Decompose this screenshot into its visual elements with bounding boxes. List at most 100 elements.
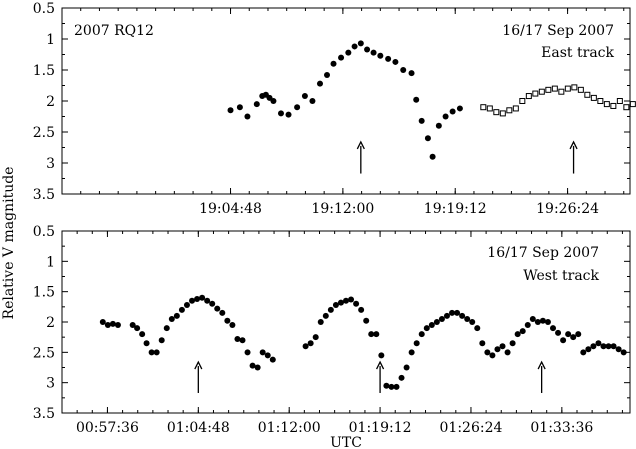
east-data-point <box>338 54 345 61</box>
east-data-point-square <box>603 101 610 108</box>
west-data-point <box>378 352 385 359</box>
west-data-point <box>239 337 246 344</box>
east-data-point <box>266 94 273 101</box>
west-data-point <box>134 325 141 332</box>
east-data-point-square <box>571 84 578 91</box>
west-track-panel: 0.5 1 1.5 2 2.5 3 3.5 00:57:36 01:04:48 01:12:00 0… <box>33 224 631 436</box>
east-data-point <box>253 101 260 108</box>
west-data-point <box>158 337 165 344</box>
east-data-point <box>435 122 442 129</box>
east-maximum-arrow <box>569 140 578 174</box>
east-track-ticks: 0.5 1 1.5 2 2.5 3 3.5 19:04:48 19:12:00 19:19:12 1… <box>33 1 630 217</box>
east-data-point <box>259 93 266 100</box>
west-track-ticks: 0.5 1 1.5 2 2.5 3 3.5 00:57:36 01:04:48 01:12:00 0… <box>33 224 630 436</box>
west-data-point <box>428 322 435 329</box>
east-y-tick-label: 2 <box>46 94 55 110</box>
west-maximum-arrow <box>375 360 385 393</box>
west-data-point <box>529 315 536 322</box>
east-x-tick-label: 19:04:48 <box>199 201 262 217</box>
west-data-point <box>550 325 557 332</box>
west-data-point <box>104 322 111 329</box>
east-data-point <box>285 111 292 118</box>
west-x-tick-label: 01:33:36 <box>530 420 593 436</box>
east-data-point <box>418 117 425 124</box>
west-y-tick-label: 1.5 <box>33 285 55 301</box>
west-data-point <box>363 317 370 324</box>
west-data-point <box>254 364 261 371</box>
west-date-label: 16/17 Sep 2007 <box>487 245 599 261</box>
east-data-point <box>429 153 436 160</box>
west-data-point <box>474 325 481 332</box>
west-data-point <box>615 346 622 353</box>
east-data-point <box>392 58 399 65</box>
west-data-point <box>383 382 390 389</box>
east-data-point <box>385 55 392 62</box>
east-data-point-square <box>512 105 519 112</box>
west-data-point <box>464 315 471 322</box>
east-data-point <box>364 46 371 53</box>
west-data-point <box>343 297 349 304</box>
west-data-point <box>565 331 572 338</box>
east-data-point-square <box>480 104 487 111</box>
east-y-tick-label: 1 <box>46 32 55 48</box>
west-data-point <box>153 349 160 356</box>
east-data-point <box>442 113 449 120</box>
east-y-tick-label: 0.5 <box>33 1 55 17</box>
west-data-point <box>403 364 410 371</box>
east-data-point <box>370 49 377 56</box>
west-data-point <box>317 319 324 325</box>
east-data-point-square <box>577 86 584 93</box>
east-data-point-square <box>610 102 617 109</box>
west-data-point <box>560 337 567 344</box>
west-data-point <box>353 300 360 307</box>
west-data-point <box>570 334 577 341</box>
west-data-point <box>189 297 196 304</box>
east-data-point <box>357 40 364 47</box>
west-data-point <box>423 325 430 332</box>
west-data-point <box>408 349 415 356</box>
west-x-tick-label: 01:26:24 <box>440 420 503 436</box>
west-data-point <box>327 306 334 313</box>
east-data-point-square <box>597 98 604 104</box>
east-data-point-square <box>525 93 532 100</box>
west-data-point <box>504 349 511 356</box>
west-data-point <box>163 325 170 332</box>
west-data-point <box>398 374 405 381</box>
west-data-point <box>539 317 546 324</box>
east-data-point <box>330 60 337 67</box>
east-data-point <box>413 96 420 103</box>
east-data-point-square <box>532 90 539 97</box>
west-data-point <box>358 306 365 313</box>
west-data-point <box>199 294 206 301</box>
object-label: 2007 RQ12 <box>74 23 154 39</box>
east-data-point <box>424 135 431 142</box>
west-y-tick-label: 2.5 <box>33 345 55 361</box>
west-data-point <box>590 343 597 350</box>
west-data-point <box>479 340 486 347</box>
west-data-point <box>322 312 329 319</box>
west-data-point <box>459 312 466 319</box>
east-data-point-square <box>486 105 493 112</box>
west-data-point <box>194 295 201 302</box>
east-data-point-square <box>590 94 597 101</box>
west-data-point <box>494 346 501 353</box>
east-x-tick-label: 19:12:00 <box>311 201 374 217</box>
east-track-arrows <box>356 140 578 174</box>
west-maximum-arrow <box>194 360 203 393</box>
west-data-point <box>229 322 236 329</box>
east-data-point <box>244 113 251 120</box>
east-data-point-square <box>623 104 630 111</box>
west-data-point <box>524 322 531 329</box>
west-data-point <box>307 340 314 347</box>
west-data-point <box>204 297 211 304</box>
west-data-point <box>173 312 180 319</box>
west-data-point <box>114 322 121 329</box>
east-data-point <box>345 49 352 56</box>
west-data-point <box>244 349 251 356</box>
west-data-point <box>109 320 116 327</box>
west-data-point <box>214 305 221 312</box>
east-data-point <box>316 80 323 87</box>
west-data-point <box>433 319 440 325</box>
east-data-point-square <box>519 98 526 104</box>
